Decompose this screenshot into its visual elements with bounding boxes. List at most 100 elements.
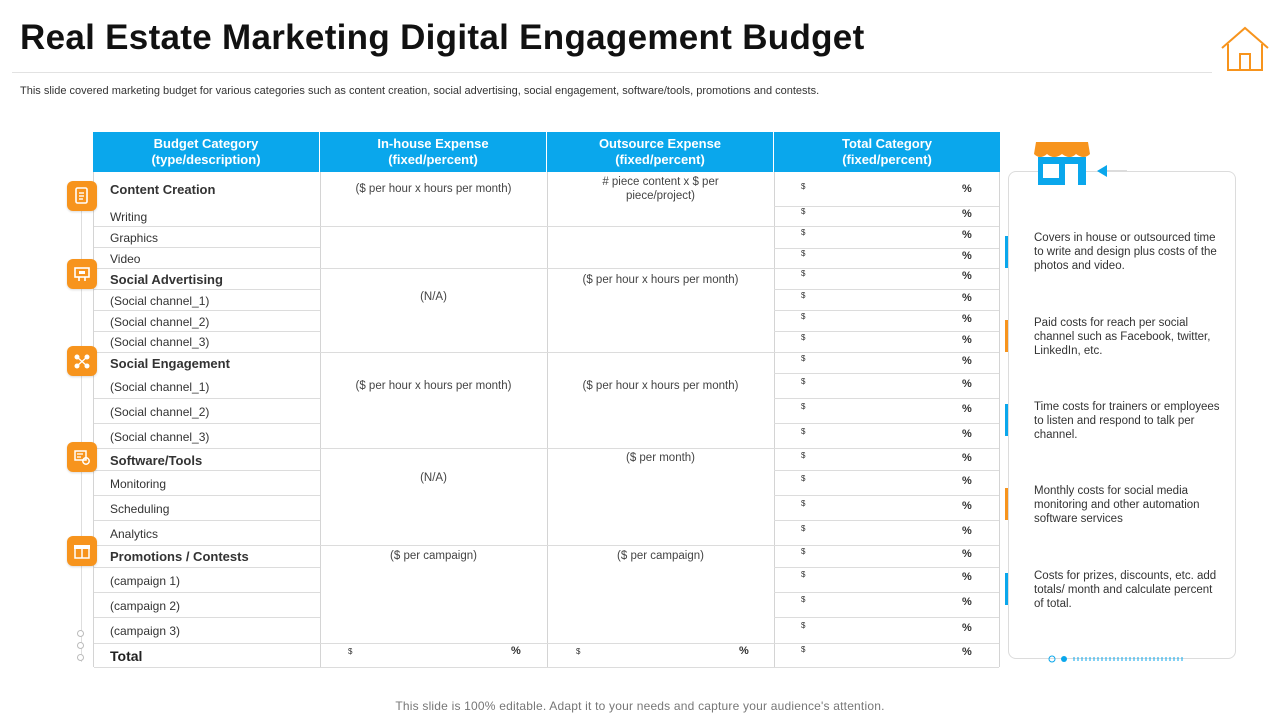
table-row-line xyxy=(94,331,320,332)
total-cell-percent: % xyxy=(962,229,972,241)
table-col-divider xyxy=(320,172,321,667)
table-row-line xyxy=(320,352,999,353)
table-row-line xyxy=(94,247,320,248)
total-cell-dollar: $ xyxy=(801,474,806,483)
total-outsource-dollar: $ xyxy=(576,647,581,656)
table-row-line xyxy=(774,310,999,311)
outsource-content-creation-line1: # piece content x $ per xyxy=(602,176,719,188)
total-cell-percent: % xyxy=(962,270,972,282)
total-cell-percent: % xyxy=(962,622,972,634)
table-row-line xyxy=(94,398,320,399)
note-social-engagement: Time costs for trainers or employees to … xyxy=(1034,401,1220,441)
table-row-line xyxy=(94,226,320,227)
total-cell-dollar: $ xyxy=(801,354,806,363)
inhouse-social-engagement: ($ per hour x hours per month) xyxy=(355,380,512,392)
table-row-line xyxy=(774,206,999,207)
house-icon xyxy=(1221,26,1269,71)
decorative-dots xyxy=(1048,655,1183,663)
inhouse-software-tools: (N/A) xyxy=(420,472,447,484)
total-cell-dollar: $ xyxy=(801,499,806,508)
table-row-line xyxy=(774,567,999,568)
total-cell-dollar: $ xyxy=(801,182,806,191)
billboard-icon xyxy=(67,259,97,289)
outsource-social-engagement: ($ per hour x hours per month) xyxy=(582,380,739,392)
total-cell-percent: % xyxy=(962,250,972,262)
outsource-social-advertising: ($ per hour x hours per month) xyxy=(582,274,739,286)
total-cell-dollar: $ xyxy=(801,207,806,216)
category-promotions-contests: Promotions / Contests xyxy=(110,549,249,564)
table-row-line xyxy=(94,643,320,644)
outsource-content-creation-line2: piece/project) xyxy=(625,190,696,202)
note-accent-bar xyxy=(1005,236,1008,268)
list-item: (Social channel_1) xyxy=(110,380,210,394)
total-cell-dollar: $ xyxy=(801,595,806,604)
list-item: (campaign 3) xyxy=(110,624,181,638)
total-cell-percent: % xyxy=(962,571,972,583)
total-label: Total xyxy=(110,648,143,664)
note-accent-bar xyxy=(1005,488,1008,520)
total-cell-dollar: $ xyxy=(801,402,806,411)
table-row-line xyxy=(774,495,999,496)
list-item: (Social channel_3) xyxy=(110,335,210,349)
total-cell-percent: % xyxy=(962,313,972,325)
pointer-arrow-icon xyxy=(1097,165,1107,177)
total-cell-percent: % xyxy=(962,428,972,440)
table-border-right xyxy=(999,172,1000,667)
table-row-line xyxy=(774,423,999,424)
list-item: Analytics xyxy=(110,527,159,541)
table-row-line xyxy=(94,289,320,290)
note-accent-bar xyxy=(1005,573,1008,605)
total-cell-dollar: $ xyxy=(801,427,806,436)
note-social-advertising: Paid costs for reach per social channel … xyxy=(1034,317,1211,357)
total-cell-dollar: $ xyxy=(801,547,806,556)
outsource-promotions: ($ per campaign) xyxy=(617,550,704,562)
list-item: Video xyxy=(110,252,141,266)
table-row-line xyxy=(774,289,999,290)
total-cell-dollar: $ xyxy=(801,269,806,278)
inhouse-content-creation: ($ per hour x hours per month) xyxy=(355,183,512,195)
share-network-icon xyxy=(67,346,97,376)
timeline-dot xyxy=(77,654,84,661)
list-item: (campaign 1) xyxy=(110,574,181,588)
list-item: Scheduling xyxy=(110,502,170,516)
table-row-line xyxy=(320,545,999,546)
table-row-line xyxy=(774,617,999,618)
header-total-category: Total Category (fixed/percent) xyxy=(774,132,1000,172)
total-cell-dollar: $ xyxy=(801,228,806,237)
total-cell-dollar: $ xyxy=(801,249,806,258)
category-social-engagement: Social Engagement xyxy=(110,356,230,371)
document-icon xyxy=(67,181,97,211)
total-cell-percent: % xyxy=(962,500,972,512)
table-row-line xyxy=(94,592,320,593)
timeline-line xyxy=(81,182,82,662)
note-accent-bar xyxy=(1005,404,1008,436)
table-row-line xyxy=(774,248,999,249)
header-budget-category: Budget Category (type/description) xyxy=(93,132,320,172)
total-cell-dollar: $ xyxy=(801,377,806,386)
table-row-line xyxy=(774,398,999,399)
total-cell-percent: % xyxy=(962,208,972,220)
total-cell-dollar: $ xyxy=(801,645,806,654)
timeline-dot xyxy=(77,630,84,637)
total-cell-percent: % xyxy=(962,334,972,346)
total-inhouse-dollar: $ xyxy=(348,647,353,656)
category-content-creation: Content Creation xyxy=(110,182,216,197)
total-cell-percent: % xyxy=(962,378,972,390)
list-item: Graphics xyxy=(110,231,159,245)
timeline-dot xyxy=(77,642,84,649)
table-row-line xyxy=(94,352,320,353)
total-cell-percent: % xyxy=(962,403,972,415)
notes-panel xyxy=(1008,171,1236,659)
total-cell-percent: % xyxy=(962,548,972,560)
total-cell-percent: % xyxy=(962,646,972,658)
subtitle: This slide covered marketing budget for … xyxy=(20,85,820,97)
category-software-tools: Software/Tools xyxy=(110,453,203,468)
total-outsource-percent: % xyxy=(739,645,749,657)
gift-promo-icon xyxy=(67,536,97,566)
list-item: (Social channel_2) xyxy=(110,315,210,329)
list-item: (campaign 2) xyxy=(110,599,181,613)
note-promotions: Costs for prizes, discounts, etc. add to… xyxy=(1034,570,1217,610)
table-row-line xyxy=(94,545,320,546)
table-row-line xyxy=(774,470,999,471)
total-cell-percent: % xyxy=(962,183,972,195)
